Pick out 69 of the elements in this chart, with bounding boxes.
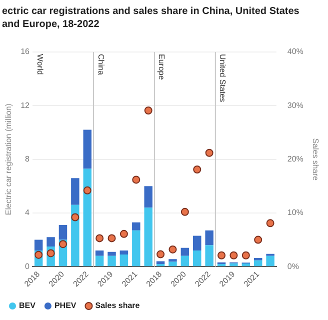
y2-tick-label: 30%: [287, 100, 304, 110]
bar: [266, 256, 274, 266]
chart-title: ectric car registrations and sales share in China, United States and Europe, 18-2022: [2, 5, 300, 31]
point: [71, 213, 80, 222]
y2-tick-label: 40%: [287, 47, 304, 56]
bar: [180, 256, 190, 266]
bar: [168, 262, 177, 266]
bar: [108, 256, 116, 266]
y2-tick-label: 0%: [287, 262, 299, 271]
point: [83, 186, 92, 194]
bar: [132, 222, 140, 230]
annotation: United States: [218, 54, 228, 102]
bar: [58, 225, 68, 240]
bar: [120, 250, 128, 255]
y-tick-label: 8: [25, 154, 30, 164]
y-tick-label: 16: [20, 47, 30, 56]
bar: [156, 261, 165, 264]
bar: [120, 254, 128, 266]
point: [168, 245, 177, 254]
point: [96, 234, 104, 242]
bar: [108, 252, 116, 256]
y2-tick-label: 20%: [287, 154, 304, 164]
bar: [230, 263, 238, 266]
legend-label: BEV: [19, 301, 36, 310]
point: [218, 251, 226, 260]
y-tick-label: 0: [25, 262, 30, 271]
bar: [95, 256, 104, 266]
point: [193, 166, 202, 174]
bar: [71, 204, 80, 266]
bar: [83, 168, 92, 266]
bar: [205, 230, 214, 246]
point: [132, 176, 140, 184]
bar: [95, 250, 104, 256]
legend-label: Sales share: [95, 301, 140, 310]
point: [144, 106, 152, 114]
bar: [83, 130, 92, 169]
point: [180, 208, 189, 216]
bar: [46, 237, 55, 247]
bar: [71, 178, 80, 205]
bar: [34, 240, 43, 251]
point: [242, 251, 250, 260]
point: [46, 249, 55, 258]
point: [156, 250, 165, 258]
bar: [254, 260, 262, 266]
bar: [144, 208, 152, 266]
bar: [242, 264, 250, 266]
bar: [205, 245, 214, 266]
bar: [193, 236, 202, 251]
point: [120, 230, 128, 238]
y-tick-label: 4: [25, 208, 30, 218]
bar: [168, 259, 177, 262]
y2-tick-label: 10%: [287, 208, 304, 218]
bar: [132, 230, 140, 266]
bar: [144, 186, 152, 208]
y-tick-label: 12: [20, 100, 30, 110]
annotation: Europe: [157, 54, 166, 80]
point: [58, 240, 67, 248]
y2-axis-title: Sales share: [310, 138, 320, 181]
point: [205, 148, 214, 157]
annotation: World: [35, 54, 44, 75]
point: [266, 219, 274, 228]
point: [108, 234, 116, 242]
point: [230, 251, 238, 260]
legend-label: PHEV: [54, 301, 77, 310]
bar: [193, 250, 202, 266]
annotation: China: [96, 54, 106, 76]
bar: [180, 248, 190, 256]
y-axis-title: Electric car registration (million): [4, 103, 14, 216]
point: [254, 236, 262, 244]
